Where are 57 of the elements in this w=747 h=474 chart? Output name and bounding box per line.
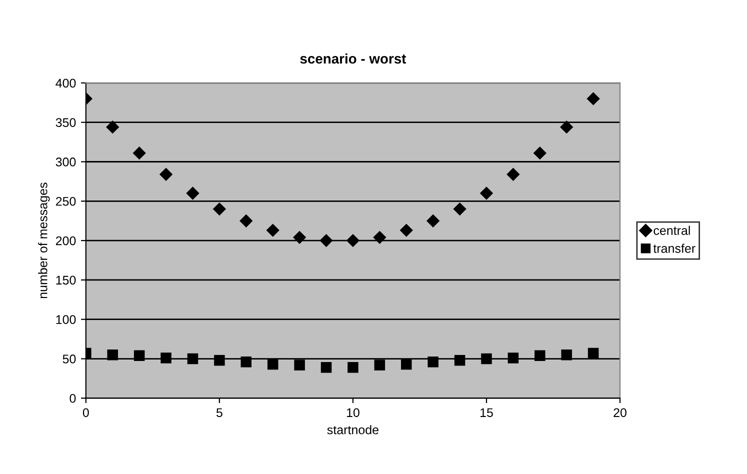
point: [481, 353, 492, 364]
y-tick-label: 350: [56, 118, 76, 128]
point: [292, 230, 306, 244]
point: [586, 92, 600, 106]
point: [534, 350, 546, 361]
point: [560, 120, 574, 134]
point: [320, 234, 333, 248]
point: [428, 356, 438, 368]
x-axis-title: startnode: [327, 425, 378, 434]
point: [134, 350, 145, 361]
point: [107, 349, 118, 360]
point: [132, 146, 146, 160]
x-tick-label: 20: [614, 408, 626, 418]
y-tick-label: 250: [56, 196, 76, 206]
x-tick-label: 5: [216, 408, 222, 418]
point: [506, 168, 520, 181]
point: [159, 168, 173, 181]
point: [426, 214, 440, 228]
point: [533, 146, 546, 160]
point: [400, 358, 412, 370]
y-tick-label: 100: [56, 315, 76, 324]
point: [187, 353, 198, 364]
point: [400, 224, 413, 237]
x-tick-label: 0: [82, 408, 89, 418]
point: [346, 234, 360, 248]
point: [266, 224, 280, 237]
legend-label: central: [654, 226, 690, 235]
x-tick-label: 15: [480, 408, 493, 418]
point: [374, 360, 386, 370]
point: [453, 202, 466, 216]
y-tick-label: 300: [56, 158, 76, 166]
x-tick-label: 10: [346, 408, 360, 418]
point: [588, 348, 599, 359]
point: [240, 356, 252, 368]
y-tick-label: 200: [56, 236, 76, 246]
point: [508, 352, 519, 364]
point: [561, 349, 572, 360]
point: [160, 352, 172, 364]
legend-label: transfer: [653, 244, 696, 253]
y-axis-title: number of messages: [38, 182, 50, 298]
point: [454, 354, 466, 366]
chart-title: scenario - worst: [300, 53, 406, 64]
point: [106, 120, 120, 134]
y-tick-label: 50: [62, 354, 76, 364]
point: [373, 230, 386, 244]
point: [320, 362, 332, 373]
point: [294, 360, 305, 370]
point: [267, 358, 278, 370]
point: [480, 186, 494, 200]
point: [214, 354, 225, 366]
point: [240, 214, 253, 228]
y-tick-label: 400: [56, 78, 76, 88]
point: [212, 202, 226, 216]
y-tick-label: 0: [70, 394, 76, 403]
point: [348, 362, 358, 373]
y-tick-label: 150: [56, 276, 76, 285]
point: [186, 186, 200, 200]
